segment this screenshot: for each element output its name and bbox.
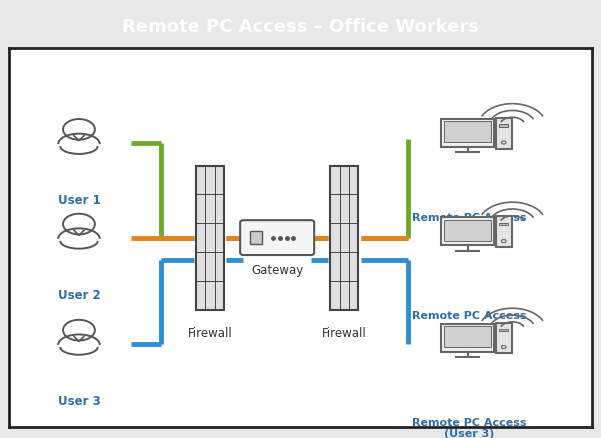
FancyBboxPatch shape (444, 121, 490, 142)
Text: Remote PC Access
(User 1): Remote PC Access (User 1) (412, 213, 527, 235)
FancyBboxPatch shape (444, 219, 490, 240)
FancyBboxPatch shape (499, 223, 508, 225)
FancyBboxPatch shape (251, 231, 263, 244)
Text: User 3: User 3 (58, 395, 100, 408)
FancyBboxPatch shape (499, 124, 508, 127)
FancyBboxPatch shape (330, 166, 358, 310)
FancyBboxPatch shape (196, 166, 224, 310)
Text: Remote PC Access – Office Workers: Remote PC Access – Office Workers (122, 18, 479, 36)
FancyBboxPatch shape (496, 322, 511, 353)
Text: Remote PC Access
(User 2): Remote PC Access (User 2) (412, 311, 527, 333)
Text: User 2: User 2 (58, 289, 100, 302)
Text: Firewall: Firewall (188, 327, 233, 339)
Text: Gateway: Gateway (251, 264, 304, 277)
FancyBboxPatch shape (499, 328, 508, 331)
Text: User 1: User 1 (58, 194, 100, 207)
FancyBboxPatch shape (444, 325, 490, 347)
FancyBboxPatch shape (496, 118, 511, 148)
FancyBboxPatch shape (496, 216, 511, 247)
FancyBboxPatch shape (441, 119, 494, 147)
Text: Remote PC Access
(User 3): Remote PC Access (User 3) (412, 417, 527, 438)
FancyBboxPatch shape (441, 218, 494, 245)
FancyBboxPatch shape (441, 324, 494, 352)
Text: Firewall: Firewall (322, 327, 367, 339)
FancyBboxPatch shape (240, 220, 314, 255)
